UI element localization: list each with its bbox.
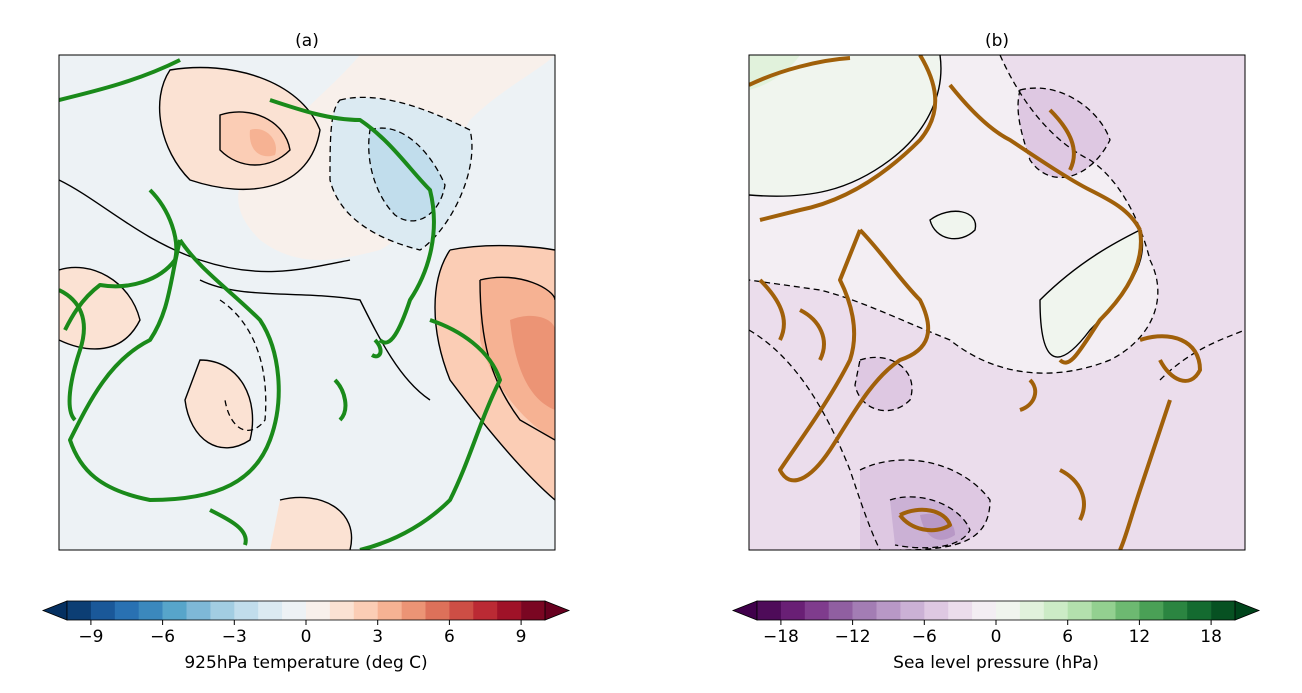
- colorbar-segment: [1091, 601, 1116, 620]
- colorbar-segment: [377, 601, 402, 620]
- colorbar-tick-label: 0: [301, 627, 312, 647]
- colorbar-segment: [67, 601, 92, 620]
- colorbar-segment: [1163, 601, 1188, 620]
- colorbar-tick-label: 0: [991, 627, 1002, 647]
- colorbar-tick-label: 3: [372, 627, 383, 647]
- colorbar-extend: [544, 600, 571, 621]
- colorbar-segment: [162, 601, 187, 620]
- colorbar-segment: [876, 601, 901, 620]
- colorbar-segment: [1139, 601, 1164, 620]
- colorbar-segment: [138, 601, 163, 620]
- colorbar-tick-label: −9: [78, 627, 103, 647]
- colorbar-label: 925hPa temperature (deg C): [184, 653, 427, 673]
- colorbar-segment: [90, 601, 116, 620]
- colorbar-segment: [757, 601, 782, 620]
- colorbar-segment: [449, 601, 474, 620]
- colorbar-tick-label: 6: [444, 627, 455, 647]
- colorbar-segment: [1019, 601, 1045, 620]
- map-a: [59, 55, 555, 550]
- colorbar-segment: [258, 601, 283, 620]
- colorbar-segment: [900, 601, 925, 620]
- colorbar-segment: [210, 601, 235, 620]
- colorbar-label: Sea level pressure (hPa): [893, 653, 1099, 673]
- colorbar-tick-label: 18: [1200, 627, 1222, 647]
- colorbar-segment: [497, 601, 522, 620]
- colorbar-segment: [114, 601, 139, 620]
- map-frame: [748, 54, 1246, 551]
- colorbar-segment: [521, 601, 546, 620]
- colorbar-segment: [996, 601, 1021, 620]
- colorbar-tick-label: 12: [1129, 627, 1151, 647]
- panel-title: (a): [295, 31, 319, 51]
- colorbar-segment: [234, 601, 259, 620]
- colorbar-segment: [306, 601, 331, 620]
- colorbar-segment: [186, 601, 211, 620]
- colorbar-segment: [1211, 601, 1236, 620]
- colorbar-tick-label: −18: [763, 627, 799, 647]
- colorbar-tick-label: −3: [222, 627, 247, 647]
- colorbar-segment: [852, 601, 877, 620]
- colorbar-segment: [972, 601, 997, 620]
- colorbar-segment: [473, 601, 498, 620]
- map-frame: [58, 54, 556, 551]
- colorbar-tick-label: 9: [516, 627, 527, 647]
- colorbar-extend: [41, 600, 68, 621]
- colorbar-segment: [924, 601, 949, 620]
- colorbar-tick-label: −6: [912, 627, 937, 647]
- colorbar-segment: [780, 601, 806, 620]
- panel-title: (b): [985, 31, 1009, 51]
- colorbar-extend: [1234, 600, 1261, 621]
- map-b: [749, 55, 1245, 550]
- colorbar-extend: [731, 600, 758, 621]
- colorbar-tick-label: −12: [835, 627, 871, 647]
- colorbar-tick-label: −6: [150, 627, 175, 647]
- colorbar-segment: [948, 601, 973, 620]
- colorbar-segment: [425, 601, 450, 620]
- colorbar-segment: [1187, 601, 1212, 620]
- colorbar-segment: [1067, 601, 1092, 620]
- colorbar-tick-label: 6: [1062, 627, 1073, 647]
- colorbar-segment: [828, 601, 853, 620]
- colorbar-segment: [282, 601, 307, 620]
- colorbar-segment: [1043, 601, 1068, 620]
- colorbar-segment: [804, 601, 829, 620]
- colorbar-segment: [1115, 601, 1140, 620]
- colorbar-segment: [401, 601, 426, 620]
- colorbar-segment: [329, 601, 355, 620]
- colorbar-segment: [353, 601, 378, 620]
